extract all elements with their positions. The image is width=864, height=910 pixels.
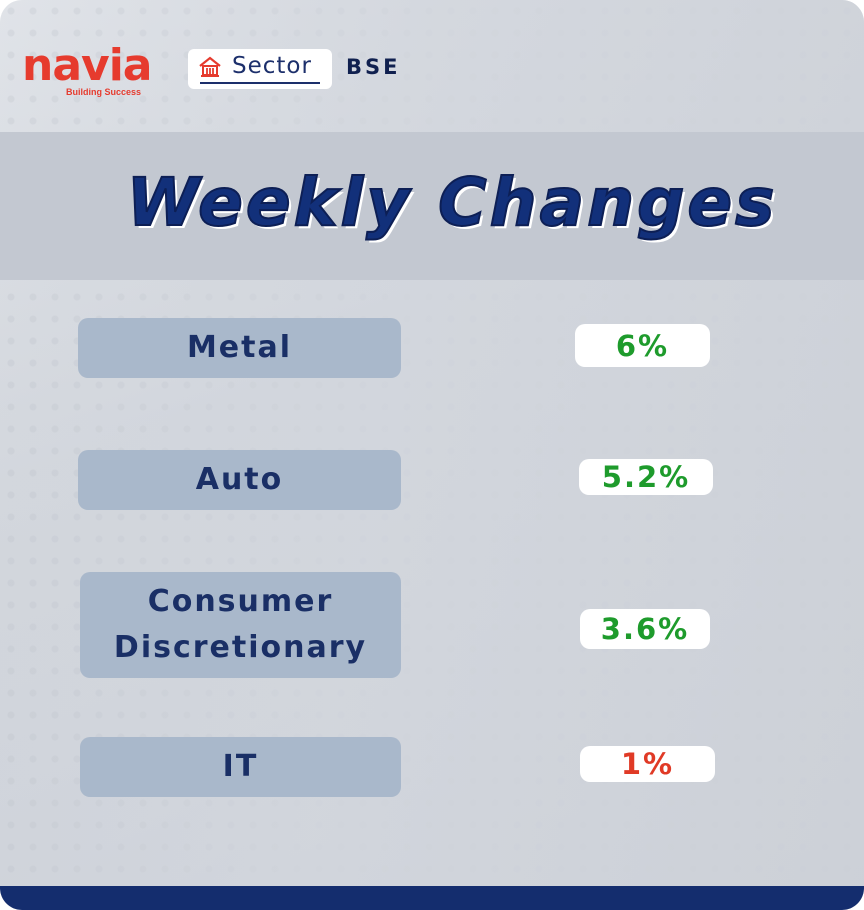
sector-label-consumer-discretionary: Consumer Discretionary [80,572,401,678]
exchange-label: BSE [346,55,401,79]
footer-bar [0,886,864,910]
sector-change-auto: 5.2% [579,459,713,495]
header: navia Building Success Sector BSE [0,0,864,132]
sector-change-metal: 6% [575,324,710,367]
logo-wordmark: navia [22,40,152,91]
sector-underline [200,82,320,84]
sector-label: Sector [232,53,312,79]
sector-label-metal: Metal [78,318,401,378]
sector-chip: Sector [188,49,332,89]
building-icon [199,56,221,77]
navia-logo: navia Building Success [22,40,152,102]
logo-tagline: Building Success [66,87,142,97]
sector-label-auto: Auto [78,450,401,510]
title-banner: Weekly Changes [0,132,864,280]
sector-label-it: IT [80,737,401,797]
page-title: Weekly Changes [126,163,778,242]
sector-change-it: 1% [580,746,715,782]
sector-change-consumer-discretionary: 3.6% [580,609,710,649]
